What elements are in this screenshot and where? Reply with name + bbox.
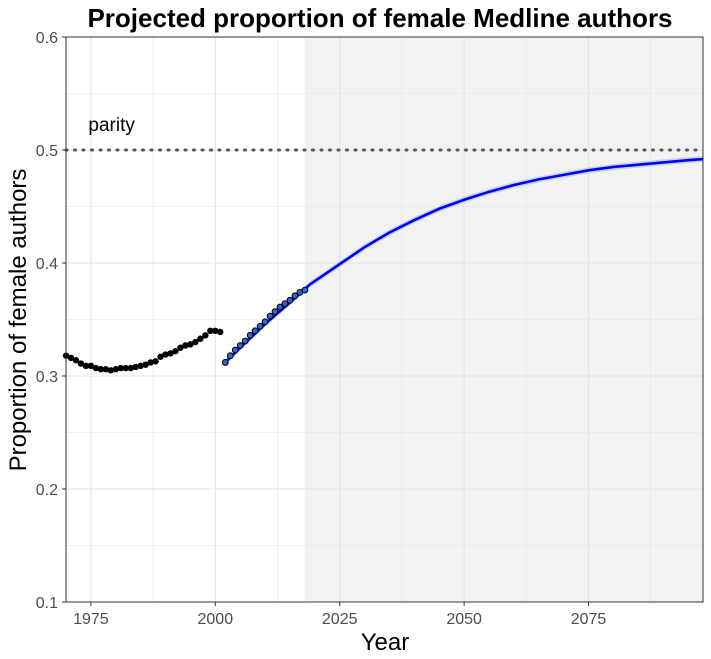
data-point-observed-early xyxy=(197,335,204,342)
data-point-observed-recent xyxy=(236,342,244,349)
data-point-observed-recent xyxy=(251,327,259,335)
data-point-observed-recent xyxy=(291,292,299,300)
x-tick-label: 2075 xyxy=(571,611,607,628)
data-point-observed-early xyxy=(127,364,134,372)
data-point-observed-early xyxy=(102,366,110,373)
data-point-observed-early xyxy=(172,347,179,355)
data-point-observed-recent xyxy=(261,318,269,326)
y-tick-label: 0.3 xyxy=(36,369,58,386)
data-point-observed-early xyxy=(217,328,224,336)
data-point-observed-recent xyxy=(241,337,249,345)
y-tick-label: 0.5 xyxy=(36,143,58,160)
data-point-observed-recent xyxy=(286,296,294,304)
data-point-observed-early xyxy=(212,327,219,334)
y-axis: 0.1 0.2 0.3 0.4 0.5 0.6 xyxy=(36,30,66,612)
projection-confidence-band xyxy=(225,156,703,366)
data-point-observed-recent xyxy=(231,346,239,354)
x-tick-label: 2000 xyxy=(198,611,234,628)
data-point-observed-early xyxy=(182,342,189,349)
data-point-observed-early xyxy=(82,362,90,370)
data-point-observed-recent xyxy=(301,286,309,294)
parity-label: parity xyxy=(88,115,135,136)
x-tick-label: 2025 xyxy=(322,611,358,628)
data-point-observed-early xyxy=(112,366,119,373)
data-point-observed-early xyxy=(92,364,100,372)
data-point-observed-early xyxy=(147,359,154,366)
x-axis: 1975 2000 2025 2050 2075 xyxy=(73,602,606,628)
data-point-observed-early xyxy=(167,350,174,357)
data-point-observed-early xyxy=(207,327,214,334)
data-point-observed-early xyxy=(157,353,164,360)
data-point-observed-recent xyxy=(281,300,289,308)
data-point-observed-early xyxy=(152,358,159,365)
data-point-observed-early xyxy=(177,344,184,351)
y-axis-title: Proportion of female authors xyxy=(5,169,32,472)
y-tick-label: 0.1 xyxy=(36,595,58,612)
y-tick-label: 0.4 xyxy=(36,256,58,273)
plot-area: parity xyxy=(62,36,705,603)
data-point-observed-recent xyxy=(266,312,274,320)
data-point-observed-early xyxy=(107,367,114,374)
data-point-observed-early xyxy=(132,363,139,371)
data-point-observed-recent xyxy=(271,308,279,315)
data-point-observed-early xyxy=(87,362,95,370)
data-point-observed-early xyxy=(122,364,129,372)
x-tick-label: 1975 xyxy=(73,611,109,628)
data-point-observed-recent xyxy=(276,303,284,311)
data-point-observed-recent xyxy=(226,352,234,360)
y-tick-label: 0.6 xyxy=(36,30,58,47)
plot-border xyxy=(65,36,704,603)
observed-points xyxy=(62,286,309,374)
data-point-observed-early xyxy=(72,356,80,364)
data-point-observed-early xyxy=(142,361,149,368)
data-point-observed-recent xyxy=(246,331,254,339)
chart-title: Projected proportion of female Medline a… xyxy=(87,3,672,33)
data-point-observed-early xyxy=(137,362,144,370)
data-point-observed-early xyxy=(192,338,199,346)
x-axis-title: Year xyxy=(361,629,410,656)
x-tick-label: 2050 xyxy=(446,611,482,628)
data-point-observed-early xyxy=(117,364,124,372)
data-point-observed-early xyxy=(97,366,105,373)
data-point-observed-early xyxy=(187,341,194,348)
y-tick-label: 0.2 xyxy=(36,482,58,499)
data-point-observed-early xyxy=(162,351,169,358)
data-point-observed-early xyxy=(67,354,75,362)
data-point-observed-recent xyxy=(221,359,229,366)
data-point-observed-early xyxy=(77,360,85,367)
data-point-observed-early xyxy=(202,332,209,339)
data-point-observed-recent xyxy=(256,322,264,330)
